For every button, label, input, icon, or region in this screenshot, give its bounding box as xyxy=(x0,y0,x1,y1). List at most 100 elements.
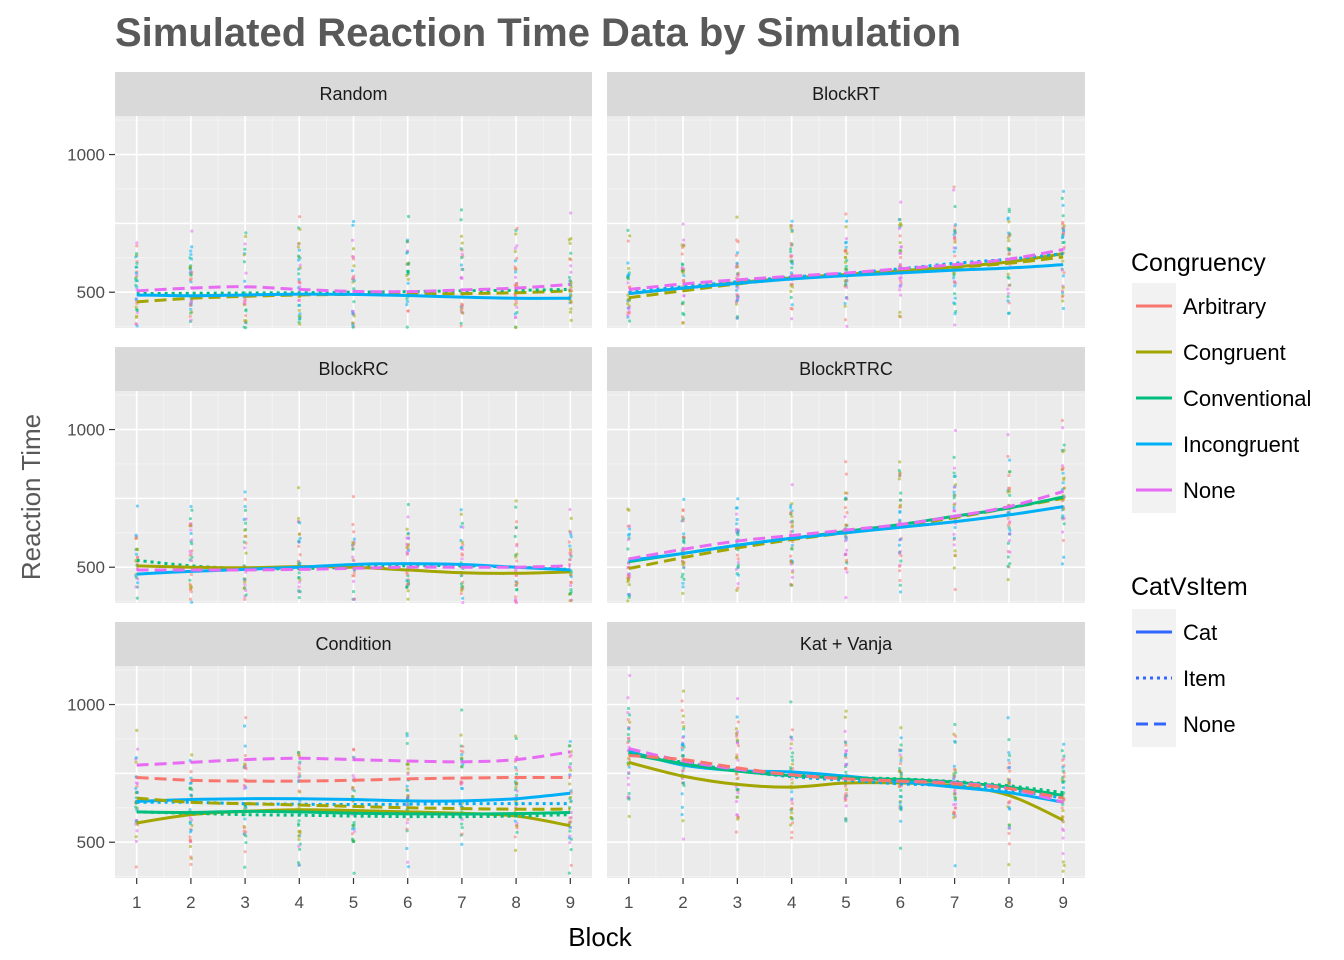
data-point xyxy=(681,768,685,773)
data-point xyxy=(406,772,410,776)
data-point xyxy=(515,789,519,793)
data-point xyxy=(567,871,571,875)
data-point xyxy=(406,277,410,281)
data-point xyxy=(843,796,847,801)
data-point xyxy=(736,744,740,748)
data-point xyxy=(845,548,849,552)
data-point xyxy=(515,830,519,835)
data-point xyxy=(1008,493,1012,497)
data-point xyxy=(244,231,248,235)
data-point xyxy=(844,535,848,539)
data-point xyxy=(843,784,848,789)
data-point xyxy=(735,512,739,516)
data-point xyxy=(789,250,793,254)
data-point xyxy=(736,565,740,570)
data-point xyxy=(243,279,247,283)
data-point xyxy=(952,776,956,780)
data-point xyxy=(1061,538,1065,543)
data-point xyxy=(789,255,793,259)
data-point xyxy=(461,750,465,754)
data-point xyxy=(460,256,464,260)
data-point xyxy=(789,295,793,300)
data-point xyxy=(626,795,630,799)
data-point xyxy=(568,841,572,845)
data-point xyxy=(681,819,685,823)
data-point xyxy=(843,715,847,719)
facet-label: BlockRTRC xyxy=(799,359,893,379)
x-tick-label: 8 xyxy=(511,893,520,912)
data-point xyxy=(352,597,357,601)
data-point xyxy=(405,763,410,767)
data-point xyxy=(899,282,903,286)
data-point xyxy=(952,503,956,507)
data-point xyxy=(789,742,793,746)
data-point xyxy=(351,494,356,499)
facet-strip xyxy=(607,72,1085,116)
data-point xyxy=(1062,231,1066,235)
data-point xyxy=(189,257,194,261)
data-point xyxy=(569,251,573,255)
data-point xyxy=(1062,522,1066,526)
data-point xyxy=(190,555,194,559)
data-point xyxy=(681,781,686,785)
data-point xyxy=(406,309,410,313)
data-point xyxy=(898,537,902,542)
data-point xyxy=(952,250,956,254)
data-point xyxy=(735,553,740,557)
data-point xyxy=(1061,765,1065,769)
data-point xyxy=(953,254,957,258)
data-point xyxy=(953,734,958,738)
data-point xyxy=(189,559,194,563)
data-point xyxy=(1007,823,1012,828)
data-point xyxy=(789,815,793,819)
data-point xyxy=(1006,578,1010,582)
data-point xyxy=(298,266,302,270)
data-point xyxy=(897,468,901,473)
data-point xyxy=(405,299,410,304)
data-point xyxy=(297,298,301,303)
data-point xyxy=(735,298,739,303)
data-point xyxy=(952,792,956,796)
data-point xyxy=(514,301,518,305)
data-point xyxy=(845,570,849,574)
data-point xyxy=(296,245,301,249)
data-point xyxy=(406,860,410,864)
data-point xyxy=(1006,716,1010,720)
data-point xyxy=(952,566,956,570)
data-point xyxy=(1007,826,1012,830)
data-point xyxy=(843,497,847,501)
data-point xyxy=(789,560,793,564)
data-point xyxy=(681,535,686,539)
data-point xyxy=(243,521,248,525)
data-point xyxy=(298,227,302,231)
data-point xyxy=(735,734,739,738)
data-point xyxy=(844,788,849,792)
data-point xyxy=(190,310,194,314)
panel-kat-vanja: Kat + Vanja 1 2 3 4 5 6 7 8 9 xyxy=(607,622,1085,912)
data-point xyxy=(626,732,631,737)
data-point xyxy=(1061,450,1065,454)
data-point xyxy=(1006,287,1010,291)
data-point xyxy=(244,766,248,771)
data-point xyxy=(953,428,958,433)
data-point xyxy=(898,460,902,464)
data-point xyxy=(844,236,849,241)
data-point xyxy=(1006,800,1011,805)
data-point xyxy=(1061,426,1065,430)
data-point xyxy=(188,524,192,528)
data-point xyxy=(1006,217,1010,221)
data-point xyxy=(243,490,247,494)
data-point xyxy=(190,270,194,274)
data-point xyxy=(515,256,519,260)
data-point xyxy=(352,559,356,563)
legend-label: Incongruent xyxy=(1183,432,1299,457)
data-point xyxy=(297,837,301,842)
data-point xyxy=(1007,526,1011,530)
data-point xyxy=(1006,454,1010,459)
data-point xyxy=(789,241,793,246)
data-point xyxy=(189,528,193,532)
data-point xyxy=(568,829,572,833)
data-point xyxy=(953,587,957,592)
data-point xyxy=(1008,486,1012,490)
data-point xyxy=(1007,207,1011,211)
